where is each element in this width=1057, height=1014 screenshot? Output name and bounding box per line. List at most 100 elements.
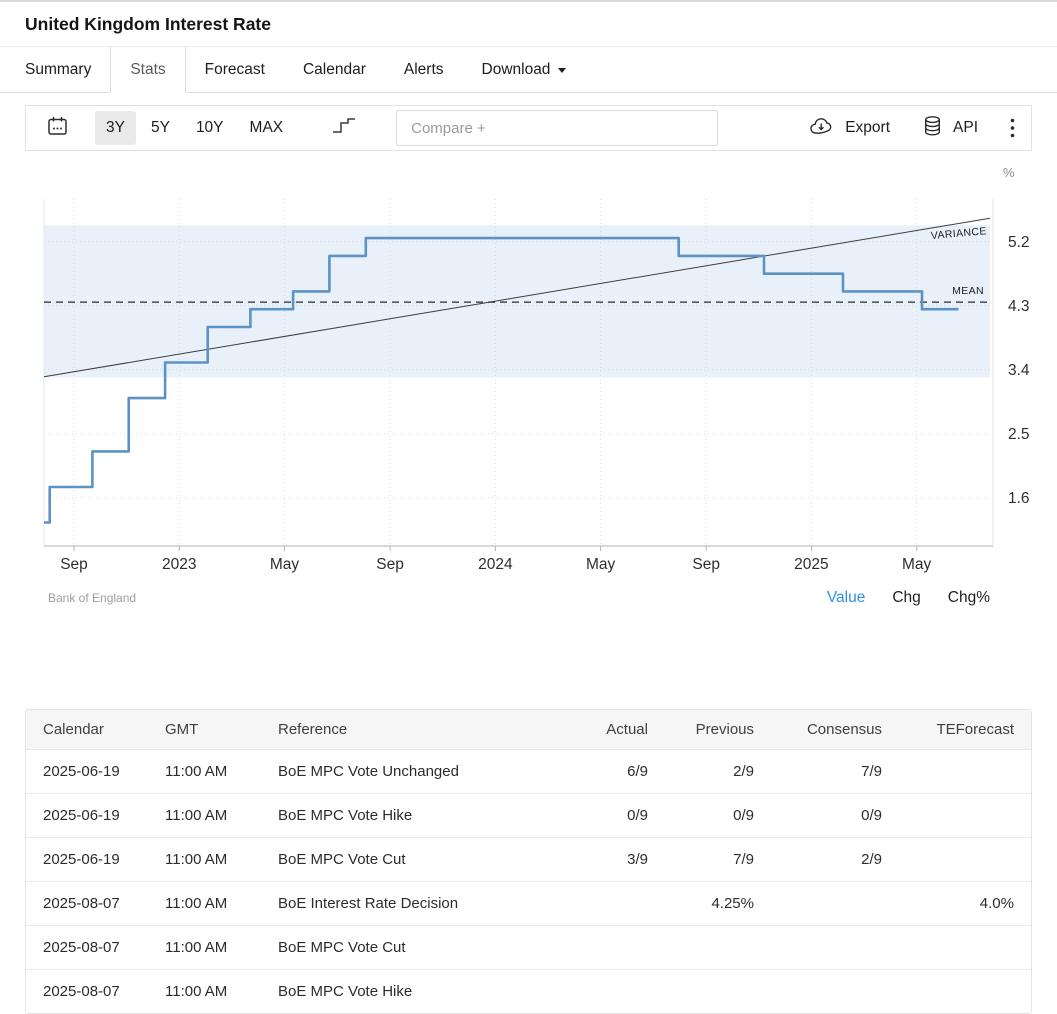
source-attribution: Bank of England bbox=[48, 591, 137, 605]
database-icon bbox=[922, 115, 943, 142]
calendar-icon bbox=[46, 115, 69, 142]
cell: 0/9 bbox=[665, 793, 771, 838]
chart-footer: Bank of England Value Chg Chg% bbox=[0, 587, 1057, 613]
tab-download[interactable]: Download bbox=[463, 47, 586, 92]
chart-area[interactable]: Sep 2023 May Sep 2024 May Sep 2025 May 5.2 4.3 3.4 2… bbox=[0, 151, 1057, 587]
api-button[interactable]: API bbox=[906, 115, 994, 142]
cell: 7/9 bbox=[665, 837, 771, 882]
cloud-download-icon bbox=[808, 116, 835, 140]
cell: 11:00 AM bbox=[148, 793, 261, 838]
cell: 6/9 bbox=[583, 749, 665, 794]
cell: BoE MPC Vote Unchanged bbox=[261, 749, 583, 794]
cell: BoE MPC Vote Cut bbox=[261, 925, 583, 970]
display-mode-chgpct[interactable]: Chg% bbox=[947, 589, 990, 606]
tab-calendar[interactable]: Calendar bbox=[284, 47, 385, 92]
display-links: Value Chg Chg% bbox=[827, 589, 990, 607]
column-header-actual[interactable]: Actual bbox=[583, 710, 665, 750]
tab-label: Calendar bbox=[302, 61, 366, 78]
range-max-button[interactable]: MAX bbox=[249, 119, 284, 136]
variance-line bbox=[43, 217, 991, 378]
cell: 7/9 bbox=[771, 749, 899, 794]
cell bbox=[771, 881, 899, 926]
xlab-label: Sep bbox=[376, 556, 404, 573]
unitlab-label: % bbox=[1003, 165, 1015, 180]
range-5y-button[interactable]: 5Y bbox=[150, 119, 170, 136]
xlab-label: Sep bbox=[60, 556, 88, 573]
cell: 3/9 bbox=[583, 837, 665, 882]
step-line-icon bbox=[332, 117, 356, 139]
cell: 2025-08-07 bbox=[26, 969, 148, 1013]
ylab-label: 4.3 bbox=[1008, 298, 1030, 315]
cell: BoE Interest Rate Decision bbox=[261, 881, 583, 926]
cell: BoE MPC Vote Hike bbox=[261, 969, 583, 1013]
chart-toolbar: 3Y 5Y 10Y MAX Export bbox=[25, 105, 1032, 151]
rate-step-line bbox=[44, 236, 959, 524]
tab-label: Summary bbox=[25, 61, 92, 78]
cell: 4.25% bbox=[665, 881, 771, 926]
ann-label: VARIANCE bbox=[930, 225, 987, 242]
rate-chart-svg[interactable]: Sep 2023 May Sep 2024 May Sep 2025 May 5.2 4.3 3.4 2… bbox=[0, 159, 1057, 579]
ylab-label: 2.5 bbox=[1008, 426, 1030, 443]
ylab-label: 1.6 bbox=[1008, 490, 1030, 507]
cell: 2/9 bbox=[771, 837, 899, 882]
cell: 11:00 AM bbox=[148, 925, 261, 970]
cell: BoE MPC Vote Cut bbox=[261, 837, 583, 882]
table-row[interactable]: 2025-06-19 11:00 AM BoE MPC Vote Unchanged… bbox=[26, 749, 1031, 794]
cell: 2025-06-19 bbox=[26, 793, 148, 838]
range-3y-button[interactable]: 3Y bbox=[95, 111, 136, 145]
compare-search-box bbox=[396, 110, 719, 146]
cell: 2025-08-07 bbox=[26, 925, 148, 970]
tab-alerts[interactable]: Alerts bbox=[385, 47, 463, 92]
range-10y-button[interactable]: 10Y bbox=[195, 119, 224, 136]
variance-band bbox=[44, 225, 990, 378]
column-header-teforecast[interactable]: TEForecast bbox=[899, 710, 1031, 750]
xlab-label: Sep bbox=[692, 556, 720, 573]
tab-stats[interactable]: Stats bbox=[110, 47, 186, 93]
display-mode-value[interactable]: Value bbox=[826, 589, 866, 606]
table-row[interactable]: 2025-06-19 11:00 AM BoE MPC Vote Cut 3/9 7/9… bbox=[26, 837, 1031, 882]
chart-type-step-button[interactable] bbox=[322, 117, 366, 139]
table-row[interactable]: 2025-08-07 11:00 AM BoE Interest Rate Deci… bbox=[26, 881, 1031, 926]
cell bbox=[899, 969, 1031, 1013]
xlab-label: May bbox=[586, 556, 616, 573]
calendar-table: Calendar GMT Reference Actual Previous Consen… bbox=[26, 710, 1031, 1013]
table-row[interactable]: 2025-08-07 11:00 AM BoE MPC Vote Cut bbox=[26, 925, 1031, 970]
cell: 2025-08-07 bbox=[26, 881, 148, 926]
cell: 11:00 AM bbox=[148, 969, 261, 1013]
cell: 2025-06-19 bbox=[26, 837, 148, 882]
cell bbox=[899, 793, 1031, 838]
cell bbox=[899, 925, 1031, 970]
cell: 4.0% bbox=[899, 881, 1031, 926]
date-range-picker-button[interactable] bbox=[36, 115, 79, 142]
cell bbox=[899, 837, 1031, 882]
caret-down-icon bbox=[558, 67, 567, 73]
table-row[interactable]: 2025-06-19 11:00 AM BoE MPC Vote Hike 0/9 0/… bbox=[26, 793, 1031, 838]
column-header-gmt[interactable]: GMT bbox=[148, 710, 261, 750]
tab-label: Alerts bbox=[403, 61, 444, 78]
cell bbox=[583, 925, 665, 970]
cell bbox=[583, 969, 665, 1013]
cell: 0/9 bbox=[771, 793, 899, 838]
kebab-menu-icon[interactable] bbox=[994, 118, 1021, 138]
display-mode-chg[interactable]: Chg bbox=[892, 589, 921, 606]
column-header-reference[interactable]: Reference bbox=[261, 710, 583, 750]
cell: 2025-06-19 bbox=[26, 749, 148, 794]
column-header-consensus[interactable]: Consensus bbox=[771, 710, 899, 750]
column-header-previous[interactable]: Previous bbox=[665, 710, 771, 750]
table-row[interactable]: 2025-08-07 11:00 AM BoE MPC Vote Hike bbox=[26, 969, 1031, 1013]
export-button[interactable]: Export bbox=[792, 116, 906, 140]
export-label: Export bbox=[845, 119, 891, 136]
tab-forecast[interactable]: Forecast bbox=[186, 47, 284, 92]
column-header-calendar[interactable]: Calendar bbox=[26, 710, 148, 750]
cell: 11:00 AM bbox=[148, 837, 261, 882]
tab-bar: Summary Stats Forecast Calendar Alerts Downlo… bbox=[0, 47, 1057, 93]
tab-summary[interactable]: Summary bbox=[6, 47, 110, 92]
cell: 2/9 bbox=[665, 749, 771, 794]
ann-label: MEAN bbox=[952, 285, 984, 297]
cell bbox=[771, 925, 899, 970]
xlab-label: 2024 bbox=[478, 556, 513, 573]
table-body: 2025-06-19 11:00 AM BoE MPC Vote Unchanged… bbox=[26, 749, 1031, 1013]
compare-input[interactable] bbox=[397, 119, 718, 137]
cell: 11:00 AM bbox=[148, 749, 261, 794]
